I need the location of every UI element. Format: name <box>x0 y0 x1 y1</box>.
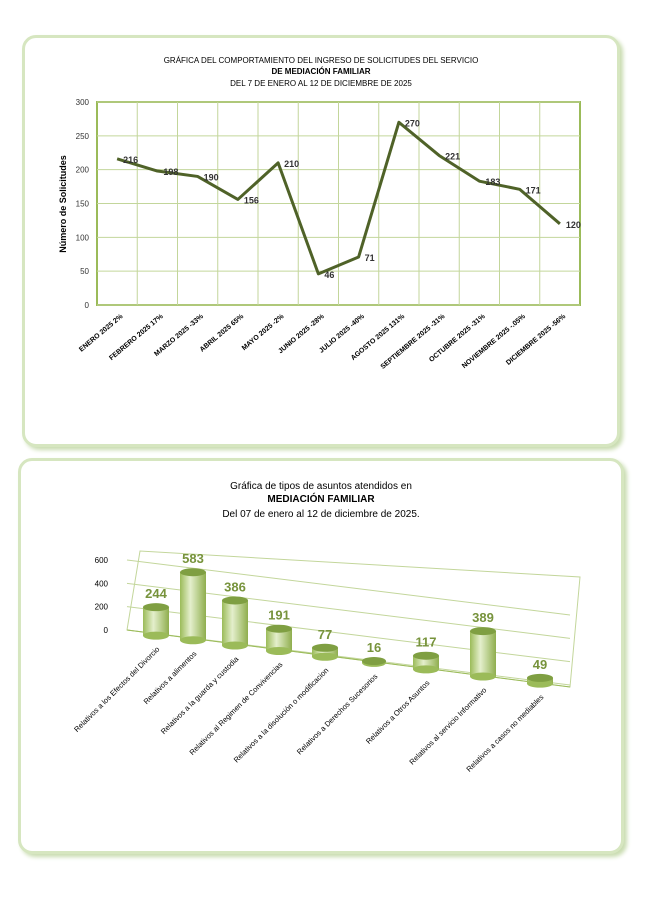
bar-chart-title-1: Gráfica de tipos de asuntos atendidos en <box>230 481 412 492</box>
cylinder-base <box>266 647 292 655</box>
cylinder-base <box>527 679 553 688</box>
data-label: 244 <box>145 586 167 601</box>
x-tick-label: Relativos a la guarda y custodia <box>159 654 241 736</box>
line-chart-title-3: DEL 7 DE ENERO AL 12 DE DICIEMBRE DE 202… <box>230 79 412 88</box>
x-tick-label: Relativos a Otros Asuntos <box>364 678 432 746</box>
line-chart-title-1: GRÁFICA DEL COMPORTAMIENTO DEL INGRESO D… <box>163 56 479 65</box>
bar-chart-title-3: Del 07 de enero al 12 de diciembre de 20… <box>222 509 420 520</box>
y-tick-label: 0 <box>85 301 90 310</box>
data-label: 190 <box>204 172 219 182</box>
data-label: 49 <box>533 657 547 672</box>
data-label: 216 <box>123 155 138 165</box>
y-tick-label: 50 <box>80 267 89 276</box>
data-label: 183 <box>485 177 500 187</box>
data-label: 120 <box>566 220 581 230</box>
cylinder-bar <box>266 628 292 651</box>
data-label: 71 <box>365 253 375 263</box>
cylinder-top <box>413 651 439 660</box>
data-label: 210 <box>284 159 299 169</box>
y-tick-label: 200 <box>76 166 90 175</box>
data-label: 191 <box>268 608 290 623</box>
cylinder-base <box>312 652 338 661</box>
y-tick-label: 400 <box>95 579 109 588</box>
y-tick-label: 100 <box>76 233 90 242</box>
data-label: 171 <box>526 185 541 195</box>
y-tick-label: 600 <box>95 556 109 565</box>
cylinder-base <box>143 631 169 640</box>
data-label: 583 <box>182 551 204 566</box>
x-tick-label: Relativos a casos no mediables <box>464 693 545 774</box>
cylinder-bar <box>143 607 169 636</box>
cylinder-top <box>312 643 338 652</box>
x-tick-label: Relativos a la disolución o modificacion <box>232 666 331 765</box>
cylinder-top <box>266 624 292 633</box>
cylinder-bar <box>222 600 248 646</box>
data-label: 156 <box>244 195 259 205</box>
data-label: 16 <box>367 640 381 655</box>
y-axis-label: Número de Solicitudes <box>58 155 68 253</box>
x-tick-label: MAYO 2025 -2% <box>241 313 286 352</box>
data-label: 221 <box>445 151 460 161</box>
y-tick-label: 300 <box>76 98 90 107</box>
y-tick-label: 200 <box>95 603 109 612</box>
cylinder-base <box>413 665 439 674</box>
x-tick-label: SEPTIEMBRE 2025 -31% <box>380 313 447 371</box>
cylinder-top <box>222 596 248 605</box>
cylinder-bar <box>312 647 338 657</box>
cylinder-top <box>180 568 206 577</box>
x-tick-label: ABRIL 2025 65% <box>199 313 246 354</box>
cylinder-base <box>222 641 248 650</box>
data-label: 117 <box>416 635 437 650</box>
line-chart-title-2: DE MEDIACIÓN FAMILIAR <box>271 67 371 76</box>
series-line <box>116 120 561 276</box>
cylinder-top <box>362 657 386 666</box>
bar-chart-title-2: MEDIACIÓN FAMILIAR <box>267 494 375 505</box>
cylinder-base <box>470 672 496 681</box>
cylinder-bar <box>470 631 496 677</box>
x-tick-label: Relativos al Regimen de Convivencias <box>188 660 285 757</box>
data-label: 386 <box>224 579 246 594</box>
x-tick-label: Relativos a los Efectos del Divorcio <box>72 645 161 734</box>
data-label: 270 <box>405 118 420 128</box>
y-tick-label: 0 <box>104 626 109 635</box>
cylinder-top <box>527 673 553 682</box>
cylinder-bar <box>180 572 206 641</box>
y-tick-label: 150 <box>76 200 90 209</box>
data-label: 77 <box>318 627 332 642</box>
data-label: 46 <box>324 270 334 280</box>
y-tick-label: 250 <box>76 132 90 141</box>
cylinder-top <box>470 627 496 636</box>
cylinder-base <box>180 636 206 645</box>
data-label: 198 <box>163 167 178 177</box>
cylinder-top <box>143 603 169 612</box>
data-label: 389 <box>472 610 494 625</box>
